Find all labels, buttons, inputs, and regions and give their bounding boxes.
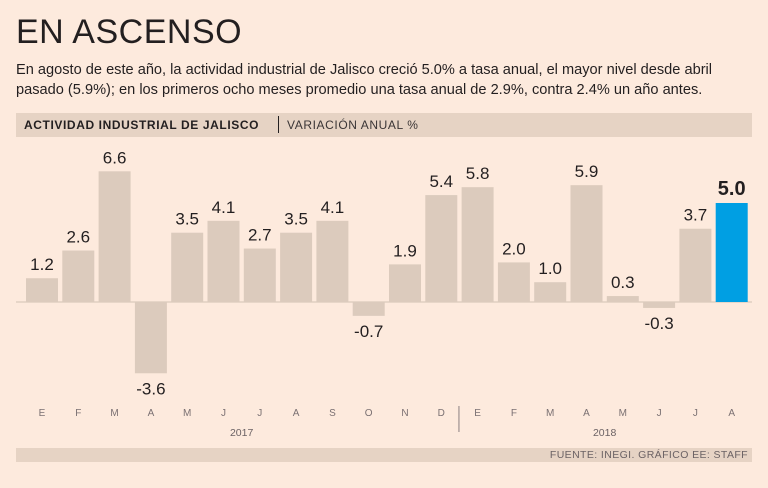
bar-10 [352, 302, 385, 316]
footer-bar: FUENTE: INEGI. GRÁFICO EE: STAFF [16, 448, 752, 462]
bar-16 [570, 185, 603, 302]
month-label-1: E [39, 408, 46, 419]
bar-17 [606, 296, 639, 302]
bar-13 [461, 187, 494, 302]
subtitle: En agosto de este año, la actividad indu… [16, 62, 713, 98]
data-label-2: 2.6 [66, 228, 90, 247]
month-label-16: A [583, 408, 590, 419]
data-label-17: 0.3 [611, 273, 635, 292]
data-label-20: 5.0 [718, 178, 746, 200]
data-label-7: 2.7 [248, 226, 272, 245]
data-label-14: 2.0 [502, 239, 526, 258]
chart-unit: VARIACIÓN ANUAL % [287, 118, 419, 132]
month-label-19: J [693, 408, 698, 419]
data-label-18: -0.3 [644, 314, 673, 333]
bar-18 [643, 302, 676, 308]
bar-12 [425, 195, 458, 302]
month-label-18: J [657, 408, 662, 419]
month-label-3: M [110, 408, 118, 419]
chart-header: ACTIVIDAD INDUSTRIAL DE JALISCO VARIACIÓ… [16, 113, 752, 137]
chart-title: ACTIVIDAD INDUSTRIAL DE JALISCO [24, 118, 260, 132]
bar-6 [207, 220, 240, 302]
month-label-8: A [293, 408, 300, 419]
bar-3 [98, 171, 131, 302]
data-label-8: 3.5 [284, 210, 308, 229]
data-label-16: 5.9 [575, 162, 599, 181]
data-label-5: 3.5 [175, 210, 199, 229]
bar-11 [389, 264, 421, 302]
data-label-1: 1.2 [30, 255, 54, 274]
bar-19 [679, 228, 712, 302]
month-label-12: D [438, 408, 445, 419]
data-label-15: 1.0 [538, 259, 562, 278]
bar-5 [171, 232, 204, 302]
year-label-2018: 2018 [593, 427, 617, 439]
month-label-2: F [75, 408, 81, 419]
data-label-11: 1.9 [393, 241, 417, 260]
month-label-14: F [511, 408, 517, 419]
bar-15 [534, 282, 567, 302]
bar-20 [715, 203, 748, 302]
data-label-19: 3.7 [684, 206, 708, 225]
bar-9 [316, 220, 349, 302]
data-label-12: 5.4 [429, 172, 453, 191]
bar-1 [26, 278, 58, 302]
month-label-13: E [474, 408, 481, 419]
header-divider [278, 116, 279, 133]
data-label-9: 4.1 [321, 198, 345, 217]
month-label-17: M [619, 408, 627, 419]
month-label-11: N [401, 408, 408, 419]
bar-7 [243, 248, 276, 302]
month-label-7: J [257, 408, 262, 419]
bar-8 [280, 232, 313, 302]
month-label-4: A [148, 408, 155, 419]
month-label-15: M [546, 408, 554, 419]
page-title: EN ASCENSO [16, 13, 243, 51]
month-label-20: A [728, 408, 735, 419]
data-label-13: 5.8 [466, 164, 490, 183]
month-label-5: M [183, 408, 191, 419]
data-label-10: -0.7 [354, 322, 383, 341]
data-label-3: 6.6 [103, 148, 127, 167]
source-note: FUENTE: INEGI. GRÁFICO EE: STAFF [549, 449, 748, 461]
month-label-9: S [329, 408, 336, 419]
month-label-6: J [221, 408, 226, 419]
bar-2 [62, 250, 95, 302]
year-label-2017: 2017 [230, 427, 254, 439]
data-label-6: 4.1 [212, 198, 236, 217]
bar-14 [497, 262, 530, 302]
month-label-10: O [365, 408, 373, 419]
data-label-4: -3.6 [136, 379, 165, 398]
bar-4 [134, 302, 167, 374]
